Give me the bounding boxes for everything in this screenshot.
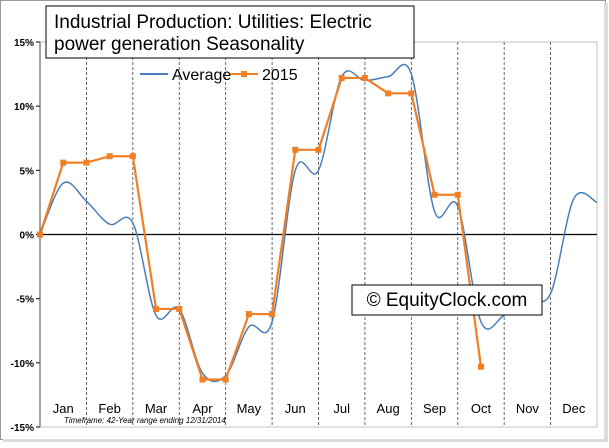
x-tick-label: Oct bbox=[471, 401, 492, 416]
series-marker bbox=[222, 376, 229, 383]
y-tick-label: 5% bbox=[20, 166, 35, 177]
footnote: Timeframe: 42-Year range ending 12/31/20… bbox=[64, 416, 226, 425]
chart-title: power generation Seasonality bbox=[54, 34, 305, 55]
frame-shadow bbox=[604, 3, 608, 442]
series-marker bbox=[292, 146, 299, 153]
x-tick-label: Nov bbox=[516, 401, 540, 416]
series-line bbox=[38, 76, 483, 381]
series-marker bbox=[153, 305, 160, 312]
series-marker bbox=[129, 153, 136, 160]
chart-title: Industrial Production: Utilities: Electr… bbox=[54, 12, 372, 33]
series-marker bbox=[361, 74, 368, 81]
frame bbox=[0, 0, 606, 440]
series-marker bbox=[454, 191, 461, 198]
series-marker bbox=[385, 90, 392, 97]
series-marker bbox=[60, 159, 67, 166]
x-tick-label: Sep bbox=[423, 401, 446, 416]
y-tick-label: -5% bbox=[16, 295, 34, 306]
title-box bbox=[45, 5, 415, 59]
x-tick-label: Jul bbox=[333, 401, 350, 416]
series-line bbox=[39, 63, 598, 383]
series-marker bbox=[83, 159, 90, 166]
x-tick-label: Apr bbox=[192, 401, 213, 416]
watermark-box bbox=[351, 284, 543, 316]
series-marker bbox=[338, 74, 345, 81]
series-marker bbox=[199, 376, 206, 383]
x-tick-label: Jun bbox=[285, 401, 306, 416]
y-tick-label: 15% bbox=[14, 38, 34, 49]
legend-label: 2015 bbox=[262, 67, 298, 84]
legend-label: Average bbox=[172, 67, 231, 84]
series-marker bbox=[408, 90, 415, 97]
series-marker bbox=[477, 363, 484, 370]
x-tick-label: Dec bbox=[562, 401, 586, 416]
series-marker bbox=[176, 305, 183, 312]
series-marker bbox=[431, 191, 438, 198]
series-marker bbox=[269, 311, 276, 318]
y-tick-label: 10% bbox=[14, 102, 34, 113]
x-tick-label: Jan bbox=[53, 401, 74, 416]
y-tick-label: -15% bbox=[11, 423, 34, 434]
x-tick-label: Feb bbox=[98, 401, 120, 416]
y-tick-label: 0% bbox=[20, 231, 35, 242]
legend-marker bbox=[241, 71, 247, 77]
y-tick-label: -10% bbox=[11, 359, 34, 370]
plot-area: Jan Feb Mar Apr May Jun Jul Aug Sep Oct Nov Dec -15%… bbox=[11, 38, 598, 434]
x-tick-label: May bbox=[237, 401, 262, 416]
watermark: © EquityClock.com bbox=[367, 290, 528, 311]
frame-shadow bbox=[3, 439, 607, 442]
x-tick-label: Aug bbox=[377, 401, 400, 416]
series-marker bbox=[245, 311, 252, 318]
x-tick-label: Mar bbox=[145, 401, 168, 416]
series-marker bbox=[315, 146, 322, 153]
series-marker bbox=[106, 153, 113, 160]
